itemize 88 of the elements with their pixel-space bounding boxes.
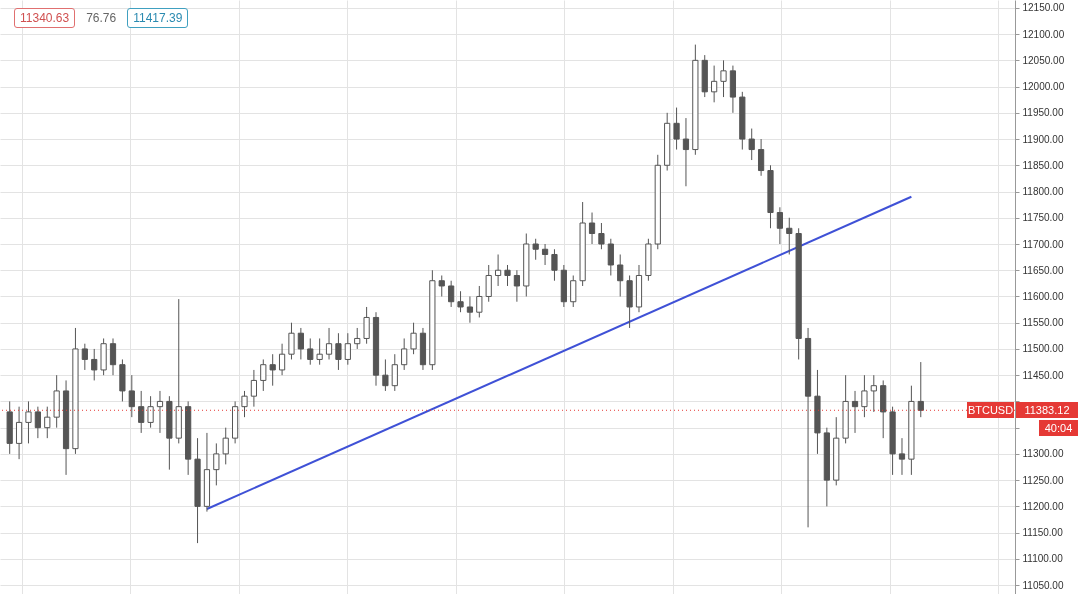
candlestick (335, 332, 342, 371)
candlestick (476, 285, 483, 318)
candlestick (598, 222, 605, 250)
candlestick (711, 65, 718, 103)
y-tick-label: 12050.00 (1022, 54, 1065, 66)
y-tick-label: 11150.00 (1022, 527, 1064, 539)
candlestick (551, 248, 558, 282)
candlestick (109, 337, 117, 376)
y-tick-label: 11200.00 (1022, 500, 1064, 512)
candlestick (363, 306, 370, 345)
ref-line-label: BTCUSD (967, 402, 1014, 419)
y-tick-label: 11450.00 (1022, 369, 1064, 381)
y-tick-label: 11550.00 (1022, 317, 1064, 329)
candlestick (250, 369, 258, 408)
candlestick (15, 406, 23, 460)
candlestick (34, 406, 41, 439)
candlestick (325, 327, 333, 360)
y-tick-label: 11600.00 (1022, 290, 1064, 302)
y-tick-label: 11900.00 (1022, 133, 1064, 145)
candlestick (757, 138, 765, 177)
candlestick (570, 274, 577, 308)
candlestick (870, 374, 877, 413)
candlestick (495, 254, 502, 287)
candlestick (588, 212, 596, 245)
y-tick-label: 11850.00 (1022, 159, 1064, 171)
candlestick (617, 254, 624, 297)
candlestick (532, 238, 539, 261)
candlestick (448, 280, 455, 308)
candlestick (344, 332, 351, 366)
y-tick-label: 11700.00 (1022, 238, 1064, 250)
candlestick (25, 400, 32, 444)
candlestick (410, 322, 417, 355)
candlestick (673, 107, 680, 151)
candlestick (541, 243, 549, 266)
y-tick-label: 11250.00 (1022, 474, 1064, 486)
candlestick (138, 390, 145, 434)
candlestick (297, 327, 304, 360)
candlestick (457, 290, 464, 313)
candlestick (91, 348, 98, 381)
candlestick (156, 390, 164, 434)
text: 40:04 (1039, 420, 1078, 437)
y-tick-label: 11500.00 (1022, 343, 1064, 355)
candlestick (260, 358, 267, 392)
y-tick-label: 11650.00 (1022, 264, 1064, 276)
candlestick (354, 327, 361, 350)
candlestick (241, 390, 248, 418)
candlestick (748, 128, 755, 161)
candlestick (682, 117, 690, 187)
candlestick (278, 343, 286, 376)
candlestick (81, 343, 88, 371)
candlestick (485, 264, 492, 303)
candlestick (213, 442, 220, 486)
annotation: 11340.63 (14, 8, 76, 28)
candlestick (269, 353, 276, 387)
annotation: 11417.39 (127, 8, 189, 28)
candlestick (720, 59, 727, 98)
candlestick (288, 322, 295, 360)
candlestick (607, 238, 614, 276)
candlestick (316, 337, 323, 366)
candlestick (513, 269, 520, 303)
y-tick-label: 11750.00 (1022, 212, 1064, 224)
y-tick-label: 12150.00 (1022, 2, 1065, 14)
y-tick-label: 11800.00 (1022, 186, 1064, 198)
y-tick-label: 12100.00 (1022, 28, 1065, 40)
candlestick (391, 353, 398, 392)
annotation: 76.76 (81, 9, 122, 27)
y-tick-label: 11050.00 (1022, 579, 1064, 591)
candlestick (128, 374, 135, 418)
candlestick (786, 217, 793, 255)
candlestick (382, 358, 389, 392)
candlestick (898, 437, 906, 476)
candlestick (438, 274, 445, 297)
candlestick (44, 406, 51, 439)
y-tick-label: 11300.00 (1022, 448, 1064, 460)
text: 11383.12 (1016, 402, 1078, 419)
candlestick (504, 264, 511, 287)
candlestick (147, 395, 154, 429)
candlestick (222, 427, 229, 465)
candlestick (307, 337, 314, 366)
candlestick (776, 206, 783, 245)
candlestick (401, 337, 408, 371)
candlestick (917, 361, 924, 418)
candlestick (861, 374, 868, 418)
candlestick (851, 390, 859, 434)
candlestick (466, 295, 474, 324)
y-tick-label: 11100.00 (1022, 553, 1064, 565)
y-tick-label: 12000.00 (1022, 81, 1065, 93)
y-tick-label: 11950.00 (1022, 107, 1064, 119)
